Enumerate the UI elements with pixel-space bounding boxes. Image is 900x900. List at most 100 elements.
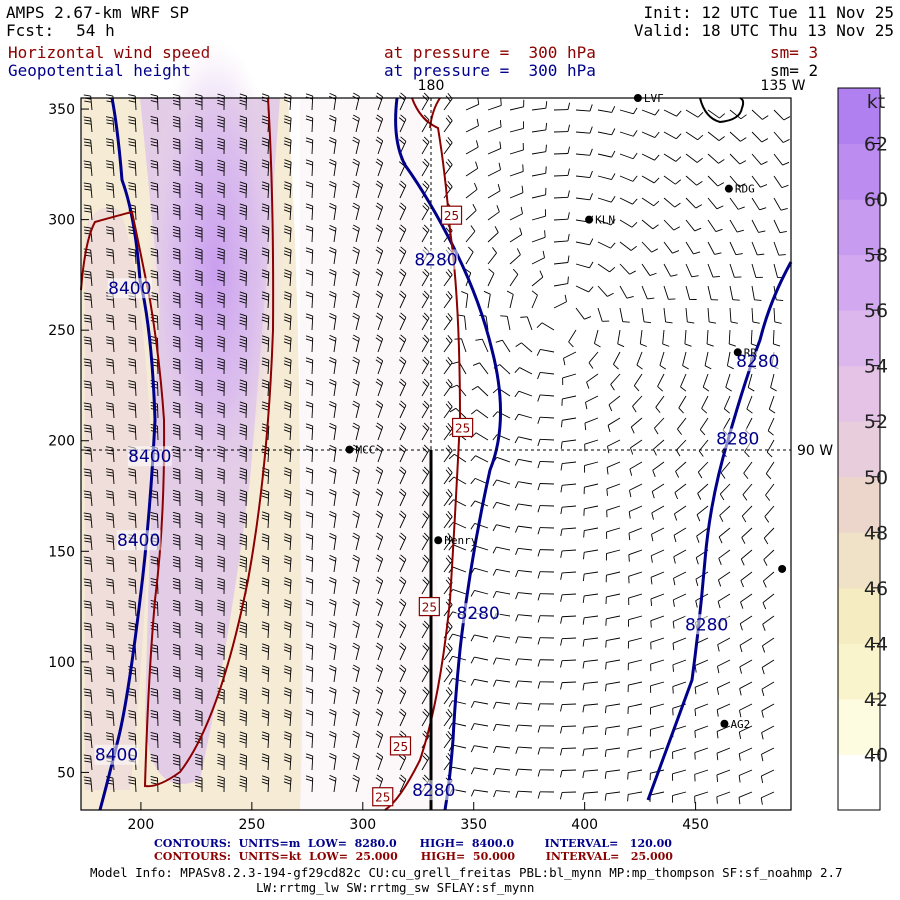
wind-barb-staff [452, 566, 467, 573]
wind-barb [83, 666, 93, 683]
wind-barb-staff [575, 263, 590, 269]
wind-barb [762, 593, 775, 610]
wind-barb-feather [589, 104, 593, 112]
wind-barb [465, 225, 476, 243]
wind-barb-feather [567, 255, 570, 263]
wind-barb-staff [773, 307, 776, 323]
wind-barb [694, 769, 709, 782]
wind-barb-feather [195, 382, 203, 386]
wind-barb-feather [195, 542, 203, 546]
wind-barb-feather [757, 253, 765, 256]
wind-barb-feather [375, 447, 382, 453]
wind-barb [172, 93, 181, 111]
wind-barb-feather [305, 731, 313, 735]
wind-barb [239, 379, 248, 397]
wind-barb-staff [751, 285, 755, 300]
wind-barb-staff [112, 514, 115, 529]
wind-barb-staff [267, 491, 270, 507]
wind-barb [627, 747, 643, 758]
wind-barb [398, 422, 407, 441]
wind-barb-feather [239, 489, 247, 493]
wind-barb-feather [329, 180, 337, 185]
wind-barb-feather [261, 756, 269, 760]
wind-barb-feather [261, 671, 269, 675]
colorbar-swatch [838, 754, 880, 811]
wind-barb-feather [672, 643, 675, 651]
wind-barb-feather [195, 759, 203, 763]
wind-barb-feather [172, 467, 180, 471]
wind-barb-staff [476, 409, 489, 419]
wind-barb [83, 446, 93, 463]
wind-barb-feather [150, 144, 158, 147]
wind-barb [83, 468, 93, 485]
wind-barb-feather [261, 407, 269, 411]
wind-barb-feather [239, 608, 247, 612]
wind-barb-staff [650, 571, 665, 578]
wind-barb-feather [262, 401, 269, 405]
wind-barb-feather [83, 339, 92, 342]
height-contour-label-bg [414, 249, 458, 270]
wind-barb-feather [400, 708, 407, 714]
wind-barb-feather [423, 180, 430, 187]
wind-barb-feather [305, 159, 313, 163]
wind-barb [421, 268, 430, 287]
wind-barb-feather [217, 404, 225, 408]
wind-barb [329, 422, 337, 441]
station-dot [724, 184, 733, 193]
wind-barb [560, 725, 577, 734]
wind-barb-staff [465, 251, 474, 265]
wind-barb-staff [399, 515, 407, 529]
wind-barb [305, 621, 314, 639]
wind-barb-staff [421, 471, 430, 485]
wind-barb-feather [492, 479, 497, 487]
wind-barb-staff [606, 527, 621, 533]
wind-barb-staff [746, 395, 753, 410]
wind-barb-feather [375, 491, 382, 497]
wind-barb-staff [607, 417, 621, 426]
wind-barb [305, 753, 314, 771]
wind-barb [597, 307, 610, 322]
wind-barb-feather [195, 275, 203, 279]
wind-barb-feather [106, 298, 114, 301]
wind-barb-feather [106, 716, 114, 719]
wind-barb-feather [84, 408, 92, 411]
wind-barb-staff [289, 558, 292, 573]
wind-barb [239, 731, 248, 749]
wind-barb-feather [305, 756, 313, 760]
wind-barb-feather [195, 429, 203, 433]
wind-barb-feather [84, 342, 92, 345]
wind-barb-feather [739, 645, 743, 653]
wind-barb-staff [399, 361, 407, 375]
wind-barb [619, 241, 637, 251]
wind-barb-staff [751, 153, 762, 165]
wind-barb-feather [106, 254, 114, 257]
wind-barb-feather [217, 558, 225, 562]
wind-barb-staff [740, 615, 753, 624]
wind-barb-staff [399, 691, 407, 705]
wind-barb [283, 181, 292, 199]
wind-barb [773, 109, 791, 121]
wind-barb-feather [695, 578, 699, 586]
wind-barb [582, 593, 599, 603]
wind-barb-feather [353, 488, 360, 493]
wind-barb-feather [150, 779, 158, 782]
wind-barb-feather [195, 124, 203, 128]
wind-barb [531, 187, 547, 199]
wind-barb-feather [239, 778, 247, 782]
wind-barb-feather [172, 206, 180, 210]
wind-barb-feather [217, 146, 225, 150]
wind-barb-feather [217, 539, 225, 543]
colorbar-swatch [838, 254, 880, 311]
wind-barb-staff [333, 646, 337, 661]
wind-barb-feather [284, 511, 292, 515]
wind-barb-feather [261, 385, 269, 389]
wind-barb-staff [729, 285, 734, 300]
wind-barb-feather [172, 316, 180, 320]
wind-barb-feather [172, 254, 180, 257]
wind-barb-feather [217, 209, 225, 213]
wind-barb-feather [217, 671, 225, 675]
wind-barb-feather [172, 756, 180, 760]
wind-barb-staff [628, 659, 643, 664]
wind-barb [195, 159, 203, 177]
wind-barb-staff [377, 690, 384, 705]
